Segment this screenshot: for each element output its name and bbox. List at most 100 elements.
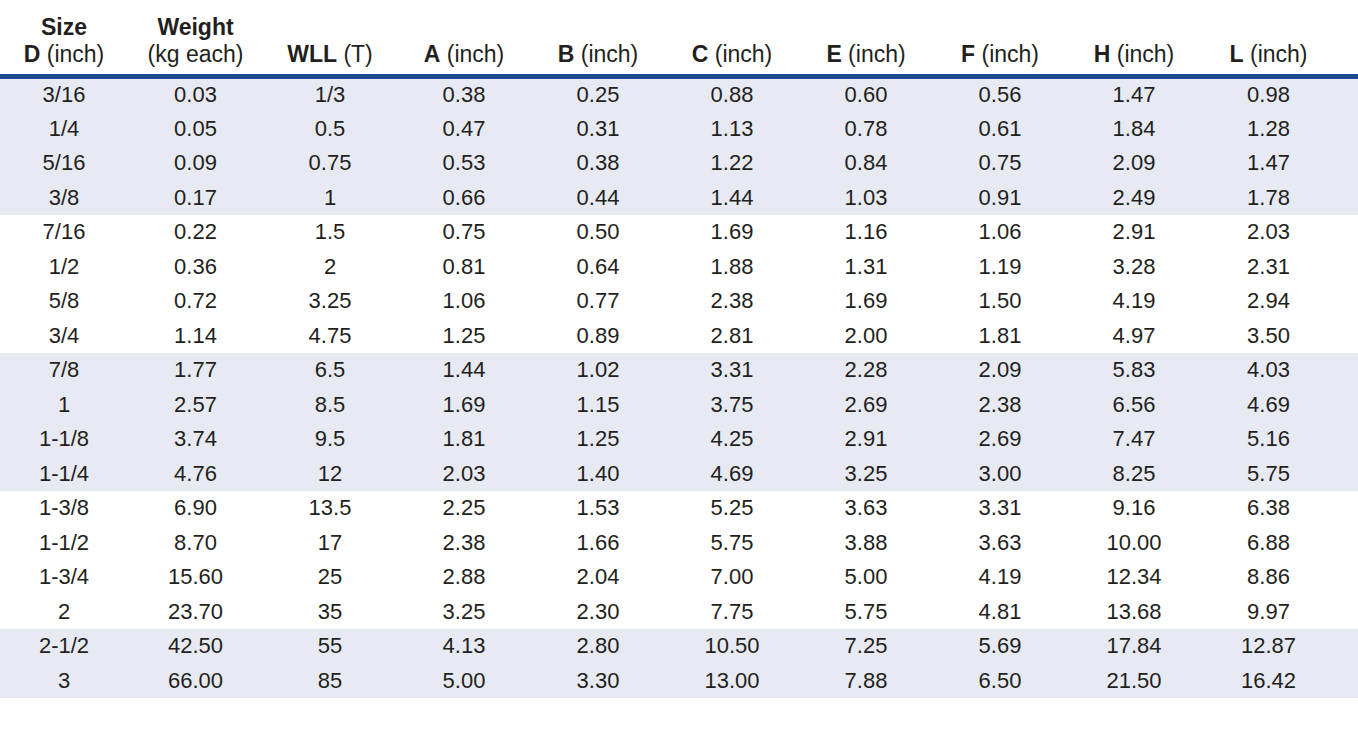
- table-row: 1-1/83.749.51.811.254.252.912.697.475.16: [0, 422, 1358, 457]
- table-cell: 0.64: [531, 249, 665, 284]
- table-cell: 2.04: [531, 560, 665, 595]
- table-row: 2-1/242.50554.132.8010.507.255.6917.8412…: [0, 629, 1358, 664]
- table-cell: 13.5: [263, 491, 397, 526]
- table-cell: 7.88: [799, 663, 933, 698]
- column-header-top: Size: [0, 14, 128, 41]
- table-cell: 1.50: [933, 284, 1067, 319]
- table-row: 12.578.51.691.153.752.692.386.564.69: [0, 387, 1358, 422]
- table-cell: 2.69: [799, 387, 933, 422]
- column-header-bottom: A (inch): [397, 41, 531, 68]
- table-row: 223.70353.252.307.755.754.8113.689.97: [0, 594, 1358, 629]
- table-cell: 2.38: [665, 284, 799, 319]
- table-row: 3/80.1710.660.441.441.030.912.491.78: [0, 180, 1358, 215]
- table-cell: 7/16: [0, 215, 128, 250]
- dimensions-table: Size D (inch) Weight (kg each) WLL (T) A…: [0, 0, 1358, 698]
- column-header-h: H (inch): [1067, 0, 1201, 77]
- table-cell: 2.31: [1201, 249, 1358, 284]
- table-cell: 1.40: [531, 456, 665, 491]
- table-row: 3/41.144.751.250.892.812.001.814.973.50: [0, 318, 1358, 353]
- table-cell: 7.00: [665, 560, 799, 595]
- table-cell: 66.00: [128, 663, 263, 698]
- table-cell: 6.88: [1201, 525, 1358, 560]
- table-cell: 4.19: [1067, 284, 1201, 319]
- table-row: 1-3/415.60252.882.047.005.004.1912.348.8…: [0, 560, 1358, 595]
- table-cell: 6.5: [263, 353, 397, 388]
- column-header-bottom: B (inch): [531, 41, 665, 68]
- table-cell: 0.61: [933, 111, 1067, 146]
- table-cell: 1/2: [0, 249, 128, 284]
- table-cell: 1.02: [531, 353, 665, 388]
- column-header-bottom: C (inch): [665, 41, 799, 68]
- table-cell: 0.5: [263, 111, 397, 146]
- table-cell: 3/4: [0, 318, 128, 353]
- table-cell: 1.78: [1201, 180, 1358, 215]
- table-cell: 1.03: [799, 180, 933, 215]
- table-cell: 5.25: [665, 491, 799, 526]
- table-cell: 0.98: [1201, 77, 1358, 112]
- table-row: 1/40.050.50.470.311.130.780.611.841.28: [0, 111, 1358, 146]
- table-cell: 1.53: [531, 491, 665, 526]
- column-header-size-d: Size D (inch): [0, 0, 128, 77]
- table-cell: 2.38: [397, 525, 531, 560]
- column-header-a: A (inch): [397, 0, 531, 77]
- table-row: 1/20.3620.810.641.881.311.193.282.31: [0, 249, 1358, 284]
- table-cell: 25: [263, 560, 397, 595]
- table-cell: 1-1/2: [0, 525, 128, 560]
- table-cell: 4.69: [665, 456, 799, 491]
- table-row: 1-3/86.9013.52.251.535.253.633.319.166.3…: [0, 491, 1358, 526]
- table-cell: 2: [263, 249, 397, 284]
- table-cell: 0.81: [397, 249, 531, 284]
- table-cell: 0.44: [531, 180, 665, 215]
- table-cell: 15.60: [128, 560, 263, 595]
- table-cell: 6.50: [933, 663, 1067, 698]
- table-cell: 3/16: [0, 77, 128, 112]
- table-cell: 0.91: [933, 180, 1067, 215]
- table-cell: 1.14: [128, 318, 263, 353]
- table-cell: 4.13: [397, 629, 531, 664]
- table-cell: 0.50: [531, 215, 665, 250]
- column-header-bottom: F (inch): [933, 41, 1067, 68]
- table-cell: 1.44: [397, 353, 531, 388]
- table-cell: 1/4: [0, 111, 128, 146]
- table-cell: 0.38: [397, 77, 531, 112]
- table-row: 5/80.723.251.060.772.381.691.504.192.94: [0, 284, 1358, 319]
- table-cell: 9.97: [1201, 594, 1358, 629]
- table-cell: 1.31: [799, 249, 933, 284]
- table-cell: 3.25: [397, 594, 531, 629]
- table-cell: 0.78: [799, 111, 933, 146]
- table-cell: 12.34: [1067, 560, 1201, 595]
- table-cell: 0.75: [263, 146, 397, 181]
- table-cell: 2.25: [397, 491, 531, 526]
- table-cell: 3.31: [665, 353, 799, 388]
- table-cell: 1.88: [665, 249, 799, 284]
- table-cell: 3.31: [933, 491, 1067, 526]
- table-cell: 1.77: [128, 353, 263, 388]
- column-header-bottom: L (inch): [1201, 41, 1336, 68]
- table-cell: 4.03: [1201, 353, 1358, 388]
- table-cell: 3/8: [0, 180, 128, 215]
- table-cell: 2.30: [531, 594, 665, 629]
- table-cell: 2.49: [1067, 180, 1201, 215]
- table-cell: 2.91: [1067, 215, 1201, 250]
- table-cell: 13.68: [1067, 594, 1201, 629]
- table-row: 366.00855.003.3013.007.886.5021.5016.42: [0, 663, 1358, 698]
- table-cell: 2.03: [1201, 215, 1358, 250]
- table-cell: 23.70: [128, 594, 263, 629]
- column-header-c: C (inch): [665, 0, 799, 77]
- table-cell: 1.06: [933, 215, 1067, 250]
- table-cell: 1.66: [531, 525, 665, 560]
- table-cell: 0.17: [128, 180, 263, 215]
- table-cell: 0.56: [933, 77, 1067, 112]
- column-header-b: B (inch): [531, 0, 665, 77]
- table-cell: 3.25: [263, 284, 397, 319]
- table-cell: 0.05: [128, 111, 263, 146]
- table-cell: 1.69: [665, 215, 799, 250]
- table-cell: 2.91: [799, 422, 933, 457]
- column-header-bottom: H (inch): [1067, 41, 1201, 68]
- table-cell: 3.30: [531, 663, 665, 698]
- column-header-wll: WLL (T): [263, 0, 397, 77]
- table-cell: 0.75: [933, 146, 1067, 181]
- table-cell: 4.76: [128, 456, 263, 491]
- table-cell: 2-1/2: [0, 629, 128, 664]
- table-cell: 17: [263, 525, 397, 560]
